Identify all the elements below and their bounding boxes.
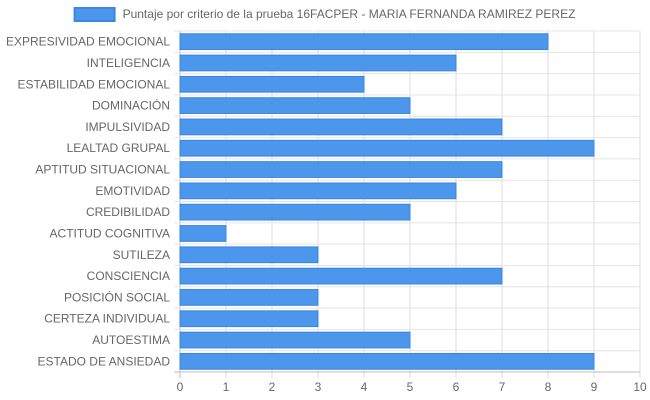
bar[interactable] <box>179 331 411 349</box>
y-tick-label: EXPRESIVIDAD EMOCIONAL <box>6 35 170 49</box>
bar[interactable] <box>179 246 319 264</box>
bar[interactable] <box>179 203 411 221</box>
bar[interactable] <box>179 97 411 114</box>
x-tick-label: 1 <box>223 380 230 394</box>
bar[interactable] <box>179 161 503 178</box>
y-tick-label: DOMINACIÓN <box>92 98 170 113</box>
bar[interactable] <box>179 289 319 306</box>
y-tick-label: APTITUD SITUACIONAL <box>35 163 170 177</box>
bar[interactable] <box>179 225 227 242</box>
bar[interactable] <box>179 352 595 370</box>
y-tick-label: LEALTAD GRUPAL <box>67 141 171 155</box>
x-tick-label: 3 <box>315 380 322 394</box>
y-tick-label: IMPULSIVIDAD <box>85 120 170 134</box>
bar[interactable] <box>179 54 457 72</box>
x-axis-labels: 0 1 2 3 4 5 6 7 8 9 10 <box>177 380 647 394</box>
x-tick-label: 2 <box>269 380 276 394</box>
x-tick-label: 0 <box>177 380 184 394</box>
bar[interactable] <box>179 139 595 157</box>
grid <box>174 30 641 378</box>
y-tick-label: ACTITUD COGNITIVA <box>50 226 170 240</box>
y-tick-label: CERTEZA INDIVIDUAL <box>44 312 170 326</box>
bar[interactable] <box>179 33 549 51</box>
legend-swatch <box>73 7 116 22</box>
x-tick-label: 4 <box>361 380 368 394</box>
y-tick-label: AUTOESTIMA <box>92 333 170 347</box>
y-tick-label: CREDIBILIDAD <box>86 205 170 219</box>
y-tick-label: CONSCIENCIA <box>87 269 170 283</box>
x-tick-label: 5 <box>407 380 414 394</box>
bar[interactable] <box>179 267 503 285</box>
y-tick-label: ESTABILIDAD EMOCIONAL <box>18 77 171 91</box>
x-tick-label: 8 <box>545 380 552 394</box>
x-tick-label: 9 <box>591 380 598 394</box>
y-axis-labels: EXPRESIVIDAD EMOCIONAL INTELIGENCIA ESTABI… <box>6 35 170 369</box>
bar[interactable] <box>179 182 457 200</box>
y-tick-label: SUTILEZA <box>113 248 170 262</box>
x-tick-label: 10 <box>633 380 647 394</box>
bar[interactable] <box>179 118 503 136</box>
y-tick-label: POSICIÓN SOCIAL <box>64 289 170 304</box>
x-tick-label: 6 <box>453 380 460 394</box>
y-tick-label: INTELIGENCIA <box>87 56 170 70</box>
legend-label: Puntaje por criterio de la prueba 16FACP… <box>123 7 576 21</box>
bars <box>179 33 595 370</box>
y-tick-label: ESTADO DE ANSIEDAD <box>38 354 171 368</box>
x-tick-label: 7 <box>499 380 506 394</box>
y-tick-label: EMOTIVIDAD <box>95 184 170 198</box>
bar[interactable] <box>179 310 319 328</box>
legend[interactable]: Puntaje por criterio de la prueba 16FACP… <box>73 7 576 22</box>
bar[interactable] <box>179 75 365 93</box>
